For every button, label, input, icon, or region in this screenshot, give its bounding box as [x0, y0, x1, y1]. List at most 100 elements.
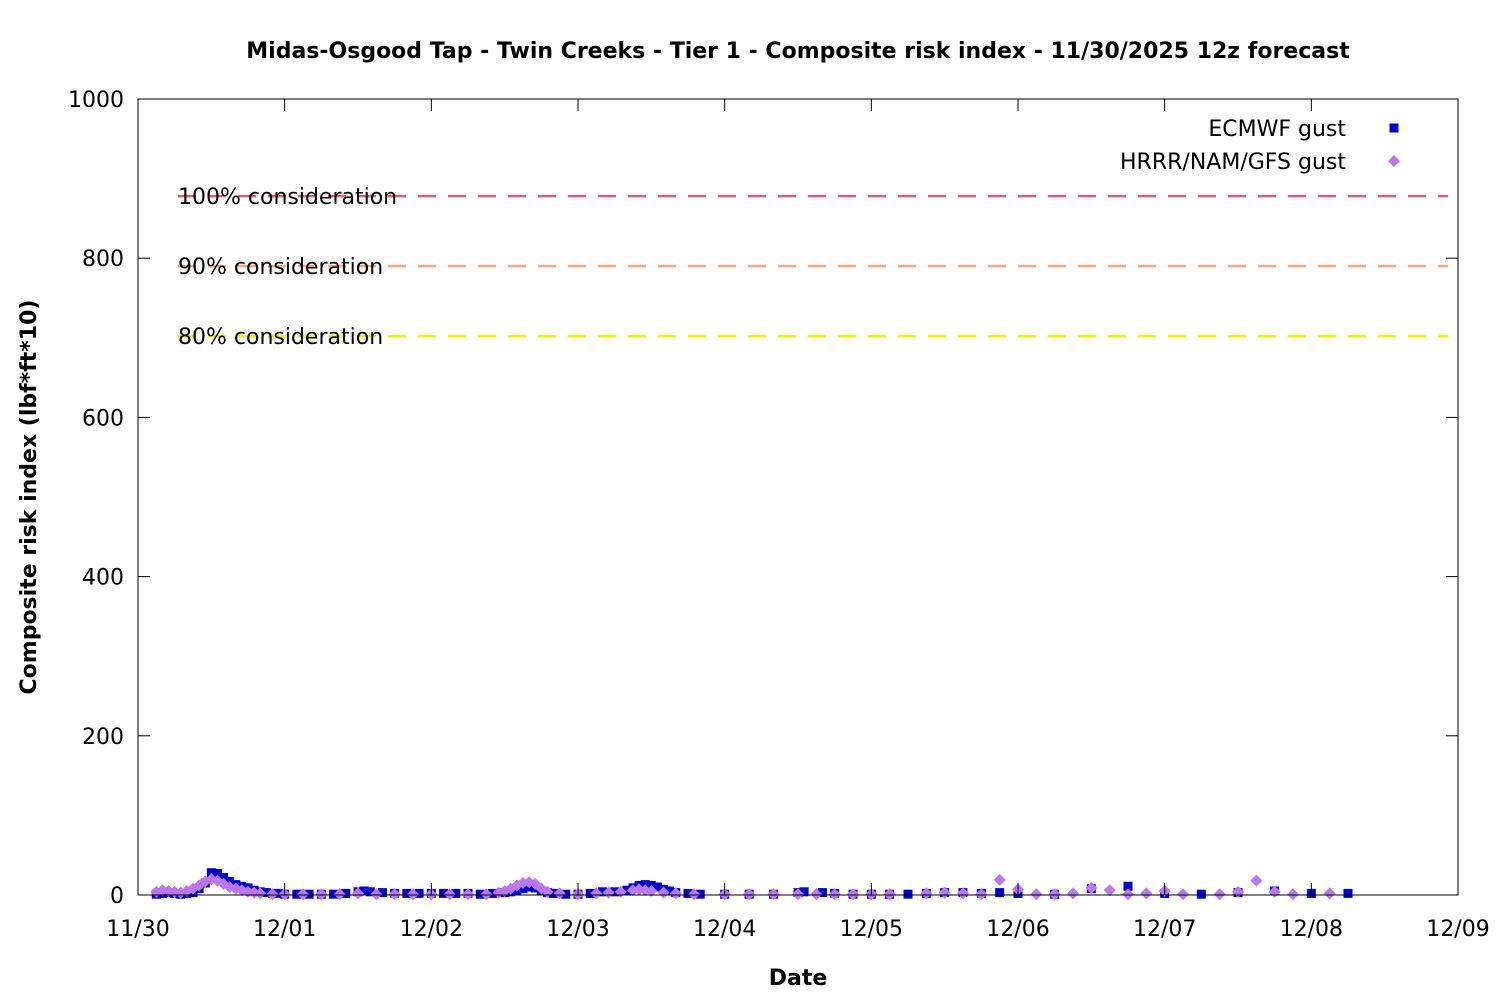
ecmwf-gust-point — [487, 888, 497, 898]
threshold-label: 90% consideration — [178, 255, 383, 280]
hrrr-nam-gfs-gust-point — [1287, 888, 1299, 901]
hrrr-nam-gfs-gust-point — [957, 887, 969, 900]
hrrr-nam-gfs-gust-point — [847, 888, 859, 901]
hrrr-nam-gfs-gust-point — [743, 888, 756, 901]
ecmwf-gust-point — [817, 888, 827, 898]
ecmwf-gust-point — [475, 889, 485, 899]
ecmwf-gust-point — [1343, 888, 1353, 898]
ecmwf-gust-point — [1123, 881, 1133, 891]
hrrr-nam-gfs-gust-point-legend-swatch — [1388, 155, 1400, 167]
hrrr-nam-gfs-gust-point — [333, 888, 346, 901]
ecmwf-gust-point — [549, 888, 559, 898]
x-tick-label: 12/02 — [400, 917, 463, 942]
ecmwf-gust-point — [665, 886, 675, 896]
ecmwf-gust-point — [451, 888, 461, 898]
ecmwf-gust-point — [597, 887, 607, 897]
ecmwf-gust-point — [341, 888, 351, 898]
hrrr-nam-gfs-gust-point — [688, 888, 701, 901]
y-tick-label: 400 — [82, 566, 124, 591]
y-tick-label: 600 — [82, 406, 124, 431]
hrrr-nam-gfs-gust-point — [810, 888, 823, 901]
hrrr-nam-gfs-gust-point — [297, 888, 309, 901]
x-tick-label: 12/09 — [1426, 917, 1489, 942]
legend: ECMWF gust HRRR/NAM/GFS gust — [1120, 117, 1400, 175]
series-hrrr-nam-gfs-gust — [150, 873, 1336, 901]
hrrr-nam-gfs-gust-point — [993, 873, 1006, 886]
ecmwf-gust-point — [652, 882, 662, 892]
ecmwf-gust-point — [414, 888, 424, 898]
hrrr-nam-gfs-gust-point — [1048, 888, 1061, 901]
ecmwf-gust-point — [439, 888, 449, 898]
hrrr-nam-gfs-gust-point — [602, 886, 615, 899]
x-tick-label: 12/01 — [253, 917, 316, 942]
ecmwf-gust-point — [219, 872, 229, 882]
hrrr-nam-gfs-gust-point — [975, 888, 988, 901]
threshold-label: 100% consideration — [178, 185, 397, 210]
hrrr-nam-gfs-gust-point — [443, 888, 456, 901]
threshold-layer: 100% consideration 90% consideration 80% c… — [178, 185, 1448, 350]
hrrr-nam-gfs-gust-point — [657, 886, 670, 899]
hrrr-nam-gfs-gust-point — [480, 888, 493, 901]
ecmwf-gust-point — [610, 887, 620, 897]
ecmwf-gust-point — [1196, 889, 1206, 899]
ecmwf-gust-point — [212, 869, 222, 879]
hrrr-nam-gfs-gust-point — [938, 886, 951, 899]
hrrr-nam-gfs-gust-point — [1103, 884, 1116, 897]
ecmwf-gust-point — [377, 888, 387, 898]
hrrr-nam-gfs-gust-point — [920, 887, 933, 900]
x-tick-label: 12/04 — [693, 917, 756, 942]
hrrr-nam-gfs-gust-point — [1067, 887, 1079, 900]
hrrr-nam-gfs-gust-point — [1177, 888, 1189, 901]
hrrr-nam-gfs-gust-point — [1122, 888, 1134, 901]
ecmwf-gust-point — [695, 889, 705, 899]
y-tick-label: 800 — [82, 247, 124, 272]
ecmwf-gust-point — [329, 889, 339, 899]
chart-title: Midas-Osgood Tap - Twin Creeks - Tier 1 … — [246, 39, 1350, 64]
ecmwf-gust-point — [206, 868, 216, 878]
legend-label: ECMWF gust — [1208, 117, 1346, 142]
x-tick-label: 12/03 — [546, 917, 609, 942]
ecmwf-gust-point — [274, 888, 284, 898]
hrrr-nam-gfs-gust-point — [590, 887, 603, 900]
ecmwf-gust-point — [292, 889, 302, 899]
x-tick-label: 11/30 — [106, 917, 169, 942]
hrrr-nam-gfs-gust-point — [1030, 888, 1043, 901]
hrrr-nam-gfs-gust-point — [407, 888, 419, 901]
x-tick-label: 12/06 — [986, 917, 1049, 942]
data-layer — [150, 868, 1353, 901]
y-axis-label: Composite risk index (lbf*ft*10) — [17, 300, 42, 695]
x-tick-label: 12/08 — [1280, 917, 1343, 942]
ecmwf-gust-point — [359, 886, 369, 896]
hrrr-nam-gfs-gust-point — [553, 887, 566, 900]
hrrr-nam-gfs-gust-point — [1085, 881, 1098, 894]
y-axis: 0 200 400 600 800 1000 — [68, 88, 1458, 909]
x-axis-label: Date — [769, 966, 828, 991]
ecmwf-gust-point — [799, 887, 809, 897]
y-tick-label: 1000 — [68, 88, 124, 113]
ecmwf-gust-point — [402, 888, 412, 898]
ecmwf-gust-point — [365, 887, 375, 897]
ecmwf-gust-point — [995, 888, 1005, 898]
ecmwf-gust-point — [561, 889, 571, 899]
ecmwf-gust-point — [585, 888, 595, 898]
hrrr-nam-gfs-gust-point — [828, 888, 841, 901]
x-tick-label: 12/07 — [1133, 917, 1196, 942]
ecmwf-gust-point — [903, 889, 913, 899]
threshold-label: 80% consideration — [178, 325, 383, 350]
x-tick-label: 12/05 — [840, 917, 903, 942]
hrrr-nam-gfs-gust-point — [645, 885, 658, 898]
hrrr-nam-gfs-gust-point — [767, 888, 780, 901]
x-axis: 11/30 12/01 12/02 12/03 12/04 12/05 12/06 12/07… — [106, 99, 1490, 942]
ecmwf-gust-point — [261, 888, 271, 898]
hrrr-nam-gfs-gust-point — [388, 888, 401, 901]
hrrr-nam-gfs-gust-point — [462, 888, 474, 901]
y-tick-label: 200 — [82, 725, 124, 750]
hrrr-nam-gfs-gust-point — [669, 887, 682, 900]
hrrr-nam-gfs-gust-point — [370, 888, 383, 901]
ecmwf-gust-point — [304, 889, 314, 899]
plot-frame — [137, 98, 1459, 896]
hrrr-nam-gfs-gust-point — [883, 888, 896, 901]
ecmwf-gust-point — [622, 885, 632, 895]
ecmwf-gust-point-legend-swatch — [1389, 123, 1399, 133]
